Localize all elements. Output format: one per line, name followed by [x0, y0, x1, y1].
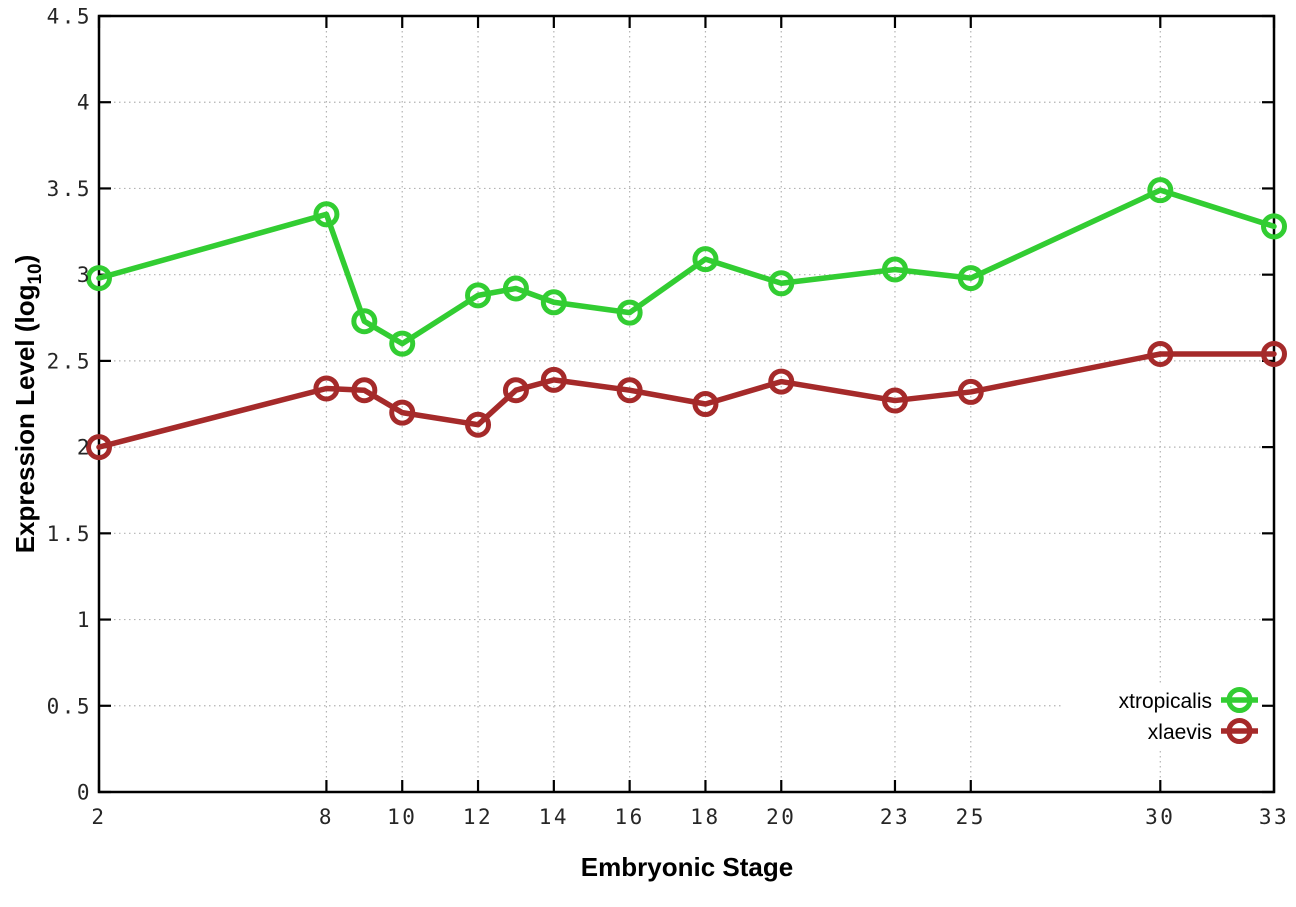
x-tick-label: 14	[539, 805, 569, 829]
data-point-xlaevis	[616, 377, 643, 404]
data-point-xtropicalis	[957, 265, 984, 292]
data-point-xlaevis	[540, 366, 567, 393]
plot-border	[97, 14, 1276, 794]
legend-marker-xlaevis	[1226, 718, 1253, 744]
data-point-xtropicalis	[616, 299, 643, 326]
x-tick-label: 20	[766, 805, 796, 829]
y-tick-label: 3.5	[47, 177, 92, 201]
data-point-xtropicalis	[540, 289, 567, 316]
y-tick-label: 4	[77, 91, 92, 115]
series-line-xtropicalis	[96, 187, 1277, 347]
legend-label-xlaevis: xlaevis	[1148, 721, 1212, 744]
legend-entry-xlaevis: xlaevis	[1148, 718, 1258, 744]
x-tick-label: 12	[463, 805, 493, 829]
data-point-xtropicalis	[351, 308, 378, 335]
data-point-xlaevis	[502, 377, 529, 404]
y-tick-label: 1.5	[47, 522, 92, 546]
legend-marker-xtropicalis	[1226, 687, 1253, 713]
legend-label-xtropicalis: xtropicalis	[1119, 690, 1212, 713]
y-tick-label: 2.5	[47, 349, 92, 373]
data-point-xlaevis	[351, 377, 378, 404]
y-tick-label: 2	[77, 436, 92, 460]
data-point-xtropicalis	[692, 246, 719, 273]
y-tick-label: 3	[77, 263, 92, 287]
data-point-xtropicalis	[881, 256, 908, 283]
data-point-xlaevis	[768, 368, 795, 395]
x-tick-label: 30	[1145, 805, 1175, 829]
data-point-xlaevis	[313, 375, 340, 402]
x-tick-label: 23	[880, 805, 910, 829]
data-point-xlaevis	[692, 391, 719, 417]
data-point-xtropicalis	[1261, 213, 1287, 240]
data-point-xtropicalis	[768, 270, 795, 297]
y-tick-label: 1	[77, 608, 92, 632]
x-tick-label: 33	[1259, 805, 1289, 829]
data-point-xlaevis	[1261, 340, 1287, 367]
data-point-xtropicalis	[465, 282, 492, 309]
legend-entry-xtropicalis: xtropicalis	[1119, 687, 1258, 713]
x-tick-label: 18	[690, 805, 720, 829]
grid-layer	[99, 16, 1274, 792]
data-point-xtropicalis	[86, 265, 112, 292]
data-point-xtropicalis	[502, 275, 529, 302]
y-axis-title: Expression Level (log10)	[10, 255, 46, 554]
legend: xtropicalis xlaevis	[1063, 683, 1261, 749]
data-point-xtropicalis	[1147, 177, 1174, 204]
series-line-xlaevis	[96, 351, 1277, 450]
y-tick-label: 4.5	[47, 5, 92, 29]
x-axis-title: Embryonic Stage	[581, 852, 793, 882]
data-point-xtropicalis	[389, 330, 416, 357]
data-point-xlaevis	[465, 411, 492, 438]
y-tick-label: 0.5	[47, 694, 92, 718]
x-tick-label: 2	[91, 805, 106, 829]
y-tick-label: 0	[77, 781, 92, 805]
data-point-xlaevis	[881, 387, 908, 414]
data-point-xlaevis	[957, 378, 984, 405]
x-tick-label: 10	[387, 805, 417, 829]
y-axis-title-main: Expression Level (log	[10, 285, 40, 554]
data-point-xtropicalis	[313, 201, 340, 228]
x-tick-label: 8	[319, 805, 334, 829]
data-point-xlaevis	[389, 399, 416, 426]
series-layer	[86, 177, 1287, 461]
x-tick-label: 16	[614, 805, 644, 829]
tick-label-layer: 0 0.5 1 1.5 2 2.5 3 3.5 4 4.5 2 8 10 12 14 16 18 20 23 25 30…	[47, 5, 1289, 830]
data-point-xlaevis	[1147, 340, 1174, 367]
y-axis-title-subscript: 10	[25, 263, 46, 284]
data-point-xlaevis	[86, 434, 112, 461]
y-axis-title-close: )	[10, 255, 40, 264]
x-tick-label: 25	[956, 805, 986, 829]
